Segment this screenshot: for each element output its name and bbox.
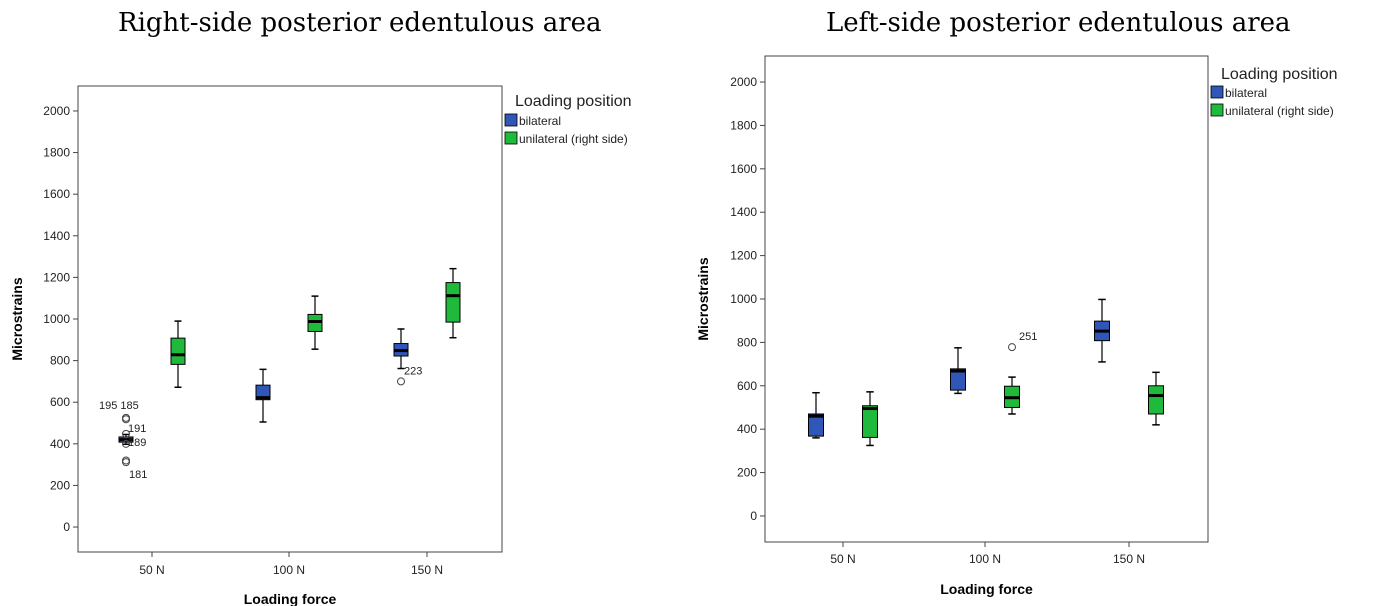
left-y-tick-label: 0 (750, 509, 757, 523)
right-legend-entry: unilateral (right side) (519, 132, 628, 146)
right-legend-entry: bilateral (519, 114, 561, 128)
left-outlier-point (1008, 343, 1016, 352)
right-y-tick-label: 1000 (43, 312, 70, 326)
right-outlier-point (122, 458, 130, 467)
right-y-tick-label: 800 (50, 354, 70, 368)
right-y-axis-label: Microstrains (9, 277, 25, 360)
left-y-tick-label: 1400 (730, 205, 757, 219)
left-y-tick-label: 600 (737, 379, 757, 393)
left-y-tick-label: 1000 (730, 292, 757, 306)
left-x-axis-label: Loading force (940, 581, 1033, 597)
left-y-tick-label: 200 (737, 466, 757, 480)
left-box-unilateral (1148, 385, 1164, 415)
left-x-tick-label: 100 N (969, 552, 1001, 566)
left-legend-swatch (1210, 103, 1224, 117)
right-outlier-label: 195 185 (99, 400, 139, 412)
right-x-tick-label: 150 N (411, 563, 443, 577)
left-x-tick-label: 150 N (1113, 552, 1145, 566)
left-legend-swatch (1210, 85, 1224, 99)
left-y-tick-label: 400 (737, 422, 757, 436)
right-box-unilateral (170, 337, 186, 365)
left-plot-frame (764, 55, 1209, 543)
left-panel-title: Left-side posterior edentulous area (826, 8, 1291, 38)
right-legend-swatch (504, 131, 518, 145)
right-box-unilateral (445, 282, 461, 323)
right-x-tick-label: 50 N (139, 563, 164, 577)
right-y-tick-label: 1800 (43, 146, 70, 160)
right-y-tick-label: 600 (50, 395, 70, 409)
right-x-tick-label: 100 N (273, 563, 305, 577)
left-legend-entry: bilateral (1225, 86, 1267, 100)
left-y-tick-label: 1200 (730, 249, 757, 263)
left-y-tick-label: 1600 (730, 162, 757, 176)
right-plot-frame (77, 85, 503, 553)
right-y-tick-label: 1600 (43, 187, 70, 201)
right-y-tick-label: 2000 (43, 104, 70, 118)
left-legend-title: Loading position (1221, 66, 1338, 83)
right-outlier-label: 189 (128, 437, 146, 449)
left-box-unilateral (862, 405, 878, 438)
right-box-bilateral (255, 384, 271, 401)
left-box-bilateral (950, 368, 966, 391)
left-legend-entry: unilateral (right side) (1225, 104, 1334, 118)
right-outlier-point (122, 439, 130, 448)
right-y-tick-label: 0 (63, 520, 70, 534)
right-outlier-label: 181 (129, 469, 147, 481)
left-outlier-label: 251 (1019, 331, 1037, 343)
right-outlier-label: 223 (404, 365, 422, 377)
right-y-tick-label: 400 (50, 437, 70, 451)
right-outlier-point (397, 377, 405, 386)
left-y-tick-label: 800 (737, 335, 757, 349)
right-panel-title: Right-side posterior edentulous area (118, 8, 602, 38)
right-y-tick-label: 200 (50, 478, 70, 492)
right-outlier-point (122, 429, 130, 438)
right-legend-swatch (504, 113, 518, 127)
right-y-tick-label: 1200 (43, 270, 70, 284)
left-x-tick-label: 50 N (830, 552, 855, 566)
left-box-bilateral (808, 413, 824, 437)
right-x-axis-label: Loading force (244, 591, 337, 606)
right-y-tick-label: 1400 (43, 229, 70, 243)
left-y-tick-label: 2000 (730, 75, 757, 89)
left-y-tick-label: 1800 (730, 118, 757, 132)
right-outlier-point (122, 456, 130, 465)
left-y-axis-label: Microstrains (695, 257, 711, 340)
right-outlier-point (122, 415, 130, 424)
right-outlier-label: 191 (128, 423, 146, 435)
right-legend-title: Loading position (515, 93, 632, 110)
